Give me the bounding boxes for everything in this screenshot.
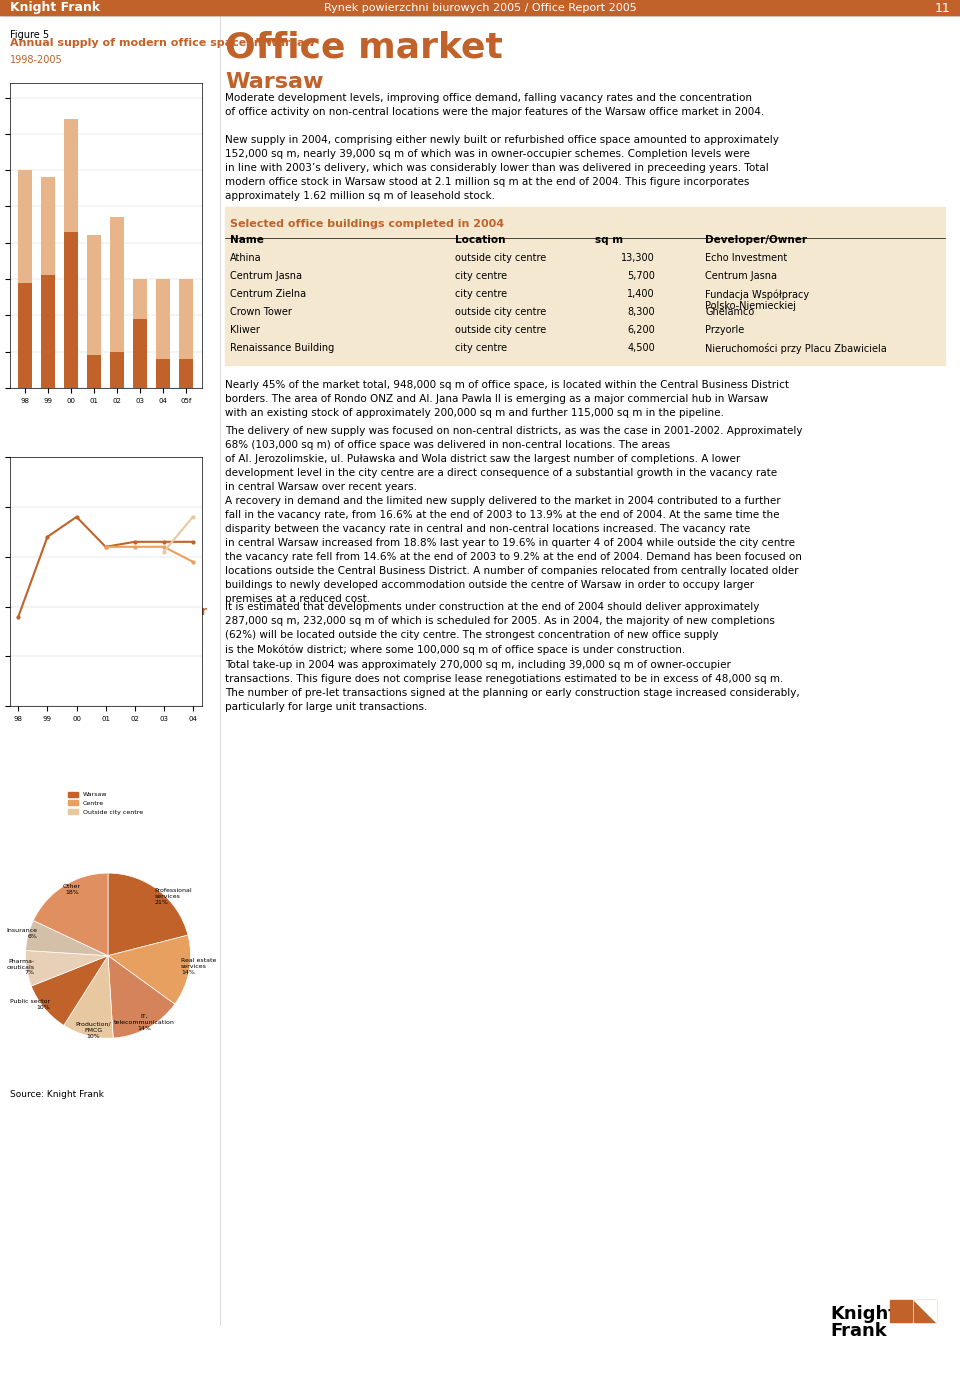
Text: Knight Frank: Knight Frank <box>10 1 100 14</box>
Text: Centrum Zielna: Centrum Zielna <box>230 289 306 299</box>
Text: Source: Knight Frank: Source: Knight Frank <box>10 575 104 584</box>
Wedge shape <box>63 956 113 1039</box>
Text: Take-up in Warszaw by sector: Take-up in Warszaw by sector <box>10 605 207 618</box>
Text: Selected office buildings completed in 2004: Selected office buildings completed in 2… <box>230 219 504 229</box>
Text: 13,300: 13,300 <box>621 253 655 263</box>
Text: Vacancy in Warsaw by location: Vacancy in Warsaw by location <box>10 323 203 332</box>
Text: Centrum Jasna: Centrum Jasna <box>230 271 302 281</box>
Text: Fundacja Współpracy
Polsko-Niemieckiej: Fundacja Współpracy Polsko-Niemieckiej <box>705 289 809 312</box>
Bar <box>110 352 124 388</box>
Text: 1998-2005: 1998-2005 <box>10 55 62 65</box>
Text: outside city centre: outside city centre <box>455 307 546 317</box>
Text: outside city centre: outside city centre <box>455 253 546 263</box>
Text: Annual supply of modern office space in Warsaw: Annual supply of modern office space in … <box>10 37 315 48</box>
Text: Renaissance Building: Renaissance Building <box>230 343 334 353</box>
Text: Athina: Athina <box>230 253 262 263</box>
Text: Total take-up in 2004 was approximately 270,000 sq m, including 39,000 sq m of o: Total take-up in 2004 was approximately … <box>225 661 800 712</box>
Text: f - forecast: f - forecast <box>10 565 59 573</box>
Legend: Centre, Outside city centre: Centre, Outside city centre <box>66 476 145 496</box>
Bar <box>18 170 32 283</box>
Bar <box>225 206 945 366</box>
Bar <box>914 1301 936 1323</box>
Text: Professional
services
21%: Professional services 21% <box>155 888 192 904</box>
Bar <box>890 1301 912 1323</box>
Text: Rynek powierzchni biurowych 2005 / Office Report 2005: Rynek powierzchni biurowych 2005 / Offic… <box>324 3 636 12</box>
Polygon shape <box>914 1301 936 1323</box>
Text: Figure 7: Figure 7 <box>10 596 49 605</box>
Text: Przyorle: Przyorle <box>705 325 744 335</box>
Text: Centrum Jasna: Centrum Jasna <box>705 271 777 281</box>
Text: Real estate
services
14%: Real estate services 14% <box>180 958 216 975</box>
Wedge shape <box>108 873 188 956</box>
Text: Moderate development levels, improving office demand, falling vacancy rates and : Moderate development levels, improving o… <box>225 93 764 116</box>
Text: Figure 6: Figure 6 <box>10 314 49 325</box>
Bar <box>133 319 147 388</box>
Text: Frank: Frank <box>830 1323 887 1341</box>
Bar <box>180 278 193 359</box>
Text: Figure 5: Figure 5 <box>10 30 49 40</box>
Text: Other
18%: Other 18% <box>63 884 81 895</box>
Text: Production/
FMCG
10%: Production/ FMCG 10% <box>76 1022 111 1039</box>
Bar <box>156 359 170 388</box>
Text: A recovery in demand and the limited new supply delivered to the market in 2004 : A recovery in demand and the limited new… <box>225 496 802 604</box>
Bar <box>18 283 32 388</box>
Wedge shape <box>108 956 175 1037</box>
Text: outside city centre: outside city centre <box>455 325 546 335</box>
Text: 11: 11 <box>934 1 950 14</box>
Bar <box>0 0 960 15</box>
Wedge shape <box>34 873 108 956</box>
Wedge shape <box>108 935 190 1004</box>
Text: Office market: Office market <box>225 30 503 64</box>
Wedge shape <box>32 956 108 1025</box>
Text: Warsaw: Warsaw <box>225 72 324 91</box>
Text: city centre: city centre <box>455 289 507 299</box>
Text: Crown Tower: Crown Tower <box>230 307 292 317</box>
Text: IT,
telecommunication
14%: IT, telecommunication 14% <box>114 1014 175 1030</box>
Bar <box>180 359 193 388</box>
Bar <box>87 355 101 388</box>
Text: Name: Name <box>230 235 264 245</box>
Bar <box>133 278 147 319</box>
Text: Echo Investment: Echo Investment <box>705 253 787 263</box>
Text: Insurance
6%: Insurance 6% <box>6 928 37 939</box>
Text: Location: Location <box>455 235 506 245</box>
Text: city centre: city centre <box>455 271 507 281</box>
Bar <box>87 235 101 355</box>
Bar <box>64 119 78 231</box>
Text: 1998-2004: 1998-2004 <box>10 338 62 348</box>
Bar <box>156 278 170 359</box>
Bar <box>64 231 78 388</box>
Text: Ghelamco: Ghelamco <box>705 307 755 317</box>
Legend: Warsaw, Centre, Outside city centre: Warsaw, Centre, Outside city centre <box>66 789 145 817</box>
Text: 8,300: 8,300 <box>628 307 655 317</box>
Text: Developer/Owner: Developer/Owner <box>705 235 807 245</box>
Text: 2004: 2004 <box>10 623 35 633</box>
Text: The delivery of new supply was focused on non-central districts, as was the case: The delivery of new supply was focused o… <box>225 427 803 492</box>
Text: 4,500: 4,500 <box>627 343 655 353</box>
Text: city centre: city centre <box>455 343 507 353</box>
Text: Nearly 45% of the market total, 948,000 sq m of office space, is located within : Nearly 45% of the market total, 948,000 … <box>225 379 789 418</box>
Bar <box>110 217 124 352</box>
Text: sq m: sq m <box>595 235 623 245</box>
Wedge shape <box>26 950 108 986</box>
Text: 6,200: 6,200 <box>627 325 655 335</box>
Text: Public sector
10%: Public sector 10% <box>10 1000 50 1010</box>
Text: Source: Knight Frank: Source: Knight Frank <box>10 1090 104 1100</box>
Text: Kliwer: Kliwer <box>230 325 260 335</box>
Text: It is estimated that developments under construction at the end of 2004 should d: It is estimated that developments under … <box>225 602 775 655</box>
Text: 1,400: 1,400 <box>628 289 655 299</box>
Text: Pharma-
ceuticals
7%: Pharma- ceuticals 7% <box>7 958 35 975</box>
Bar <box>41 177 55 276</box>
Text: Knight: Knight <box>830 1305 897 1323</box>
Text: 5,700: 5,700 <box>627 271 655 281</box>
Wedge shape <box>26 921 108 956</box>
Bar <box>41 276 55 388</box>
Text: Nieruchomości przy Placu Zbawiciela: Nieruchomości przy Placu Zbawiciela <box>705 343 887 355</box>
Text: New supply in 2004, comprising either newly built or refurbished office space am: New supply in 2004, comprising either ne… <box>225 134 779 201</box>
